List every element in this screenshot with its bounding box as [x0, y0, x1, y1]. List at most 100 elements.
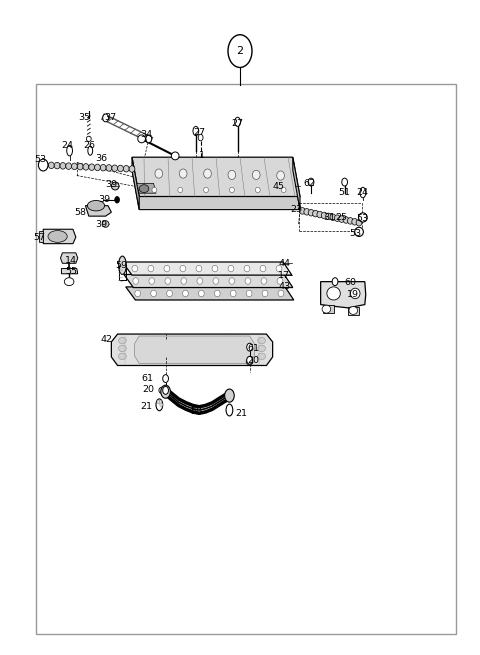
Ellipse shape	[180, 265, 186, 272]
Ellipse shape	[89, 164, 95, 170]
Text: 39: 39	[105, 180, 118, 189]
Ellipse shape	[281, 187, 286, 193]
Polygon shape	[348, 307, 359, 315]
Ellipse shape	[229, 278, 235, 284]
Text: 19: 19	[347, 290, 359, 299]
Ellipse shape	[218, 353, 226, 360]
Ellipse shape	[212, 265, 218, 272]
Ellipse shape	[135, 290, 141, 297]
Ellipse shape	[218, 345, 226, 352]
Ellipse shape	[60, 162, 66, 169]
Text: 43: 43	[278, 282, 290, 291]
Ellipse shape	[247, 343, 252, 351]
Ellipse shape	[277, 278, 283, 284]
Polygon shape	[43, 229, 76, 244]
Text: 61: 61	[142, 374, 154, 383]
Ellipse shape	[160, 403, 163, 407]
Ellipse shape	[64, 278, 74, 286]
Ellipse shape	[123, 166, 129, 172]
Ellipse shape	[197, 278, 203, 284]
Ellipse shape	[118, 165, 123, 172]
Ellipse shape	[158, 337, 166, 344]
Ellipse shape	[100, 164, 106, 171]
Ellipse shape	[193, 126, 199, 136]
Ellipse shape	[178, 337, 186, 344]
Ellipse shape	[198, 290, 204, 297]
Ellipse shape	[148, 265, 154, 272]
Ellipse shape	[349, 307, 358, 314]
Ellipse shape	[48, 162, 54, 168]
Ellipse shape	[278, 290, 284, 297]
Ellipse shape	[146, 135, 152, 143]
Ellipse shape	[182, 290, 188, 297]
Ellipse shape	[161, 385, 170, 398]
Text: 53: 53	[349, 229, 361, 238]
Ellipse shape	[321, 212, 327, 219]
Ellipse shape	[330, 214, 336, 221]
Ellipse shape	[332, 278, 338, 286]
Ellipse shape	[164, 265, 170, 272]
Ellipse shape	[155, 169, 163, 178]
Polygon shape	[321, 282, 366, 308]
Text: 62: 62	[304, 179, 316, 188]
Ellipse shape	[308, 178, 314, 186]
Ellipse shape	[252, 170, 260, 179]
Text: 26: 26	[83, 141, 95, 150]
Polygon shape	[61, 269, 78, 274]
Polygon shape	[132, 157, 139, 210]
Ellipse shape	[181, 278, 187, 284]
Ellipse shape	[119, 345, 126, 352]
Text: 14: 14	[65, 255, 77, 265]
Ellipse shape	[226, 404, 233, 416]
Ellipse shape	[163, 386, 168, 394]
Ellipse shape	[238, 337, 246, 344]
Ellipse shape	[327, 287, 340, 300]
Ellipse shape	[43, 162, 48, 168]
Polygon shape	[293, 157, 300, 210]
Ellipse shape	[325, 213, 331, 219]
Polygon shape	[39, 231, 43, 242]
Ellipse shape	[304, 208, 310, 215]
Ellipse shape	[218, 337, 226, 344]
Ellipse shape	[359, 213, 367, 222]
Ellipse shape	[247, 356, 252, 364]
Polygon shape	[60, 253, 78, 263]
Text: 34: 34	[140, 130, 153, 139]
Ellipse shape	[215, 290, 220, 297]
Ellipse shape	[196, 265, 202, 272]
Polygon shape	[132, 170, 300, 210]
Ellipse shape	[204, 187, 208, 193]
Ellipse shape	[348, 217, 353, 224]
Ellipse shape	[119, 337, 126, 344]
Ellipse shape	[178, 187, 182, 193]
Text: 44: 44	[278, 259, 290, 268]
Ellipse shape	[159, 400, 162, 404]
Ellipse shape	[322, 305, 331, 313]
Ellipse shape	[198, 345, 206, 352]
Text: 45: 45	[272, 181, 284, 191]
Ellipse shape	[139, 185, 149, 193]
Ellipse shape	[112, 165, 118, 172]
Ellipse shape	[198, 134, 203, 141]
Text: 50: 50	[190, 407, 202, 416]
Text: 27: 27	[231, 119, 243, 128]
Ellipse shape	[225, 389, 234, 402]
Text: 21: 21	[235, 409, 247, 419]
Ellipse shape	[261, 278, 267, 284]
Ellipse shape	[111, 182, 119, 190]
Ellipse shape	[129, 166, 135, 172]
Text: 55: 55	[65, 267, 77, 276]
Polygon shape	[122, 262, 292, 275]
Ellipse shape	[238, 345, 246, 352]
Text: 39: 39	[95, 219, 107, 229]
Ellipse shape	[157, 400, 160, 404]
Ellipse shape	[308, 210, 314, 216]
Ellipse shape	[178, 345, 186, 352]
Polygon shape	[124, 274, 293, 288]
Ellipse shape	[151, 290, 156, 297]
Ellipse shape	[235, 117, 240, 126]
Text: 57: 57	[33, 233, 45, 242]
Ellipse shape	[171, 152, 179, 160]
Ellipse shape	[54, 162, 60, 169]
Text: 20: 20	[142, 385, 154, 394]
